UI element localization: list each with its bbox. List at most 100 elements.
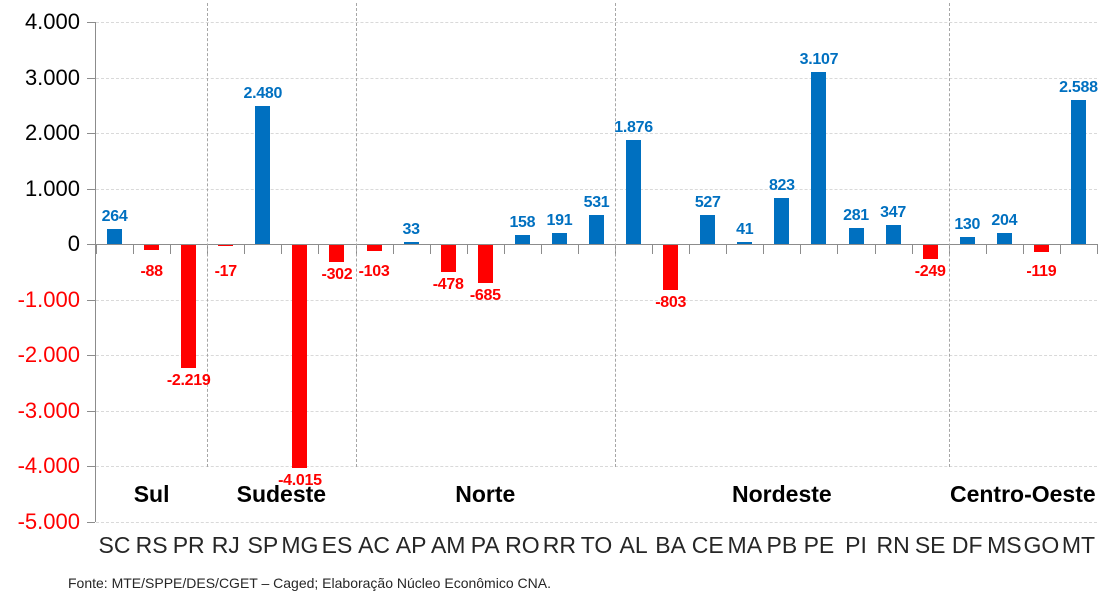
y-axis-tick-label: 3.000 — [24, 64, 80, 90]
region-label-centro-oeste: Centro-Oeste — [949, 481, 1096, 507]
bar-GO — [1033, 245, 1049, 252]
bar-AL — [626, 139, 642, 244]
y-axis-tick — [87, 521, 95, 523]
x-axis-label-SC: SC — [98, 532, 131, 558]
x-axis-tick — [874, 244, 876, 254]
y-axis-tick-label: 2.000 — [24, 120, 80, 145]
bar-value-label-PE: 3.107 — [799, 50, 839, 68]
bar-value-label-RS: -88 — [140, 263, 163, 280]
x-axis-label-BA: BA — [655, 532, 686, 558]
gridline--3000 — [96, 410, 1097, 412]
bar-AP — [403, 242, 419, 244]
source-note: Fonte: MTE/SPPE/DES/CGET – Caged; Elabor… — [68, 575, 551, 591]
bar-value-label-MA: 41 — [736, 220, 754, 238]
y-axis-tick-label: -1.000 — [17, 286, 80, 312]
x-axis-tick — [318, 244, 320, 254]
x-axis-zero-line — [96, 244, 1097, 245]
y-axis-tick-label: -3.000 — [17, 397, 80, 423]
bar-value-label-SC: 264 — [101, 208, 128, 226]
bar-value-label-PA: -685 — [469, 287, 501, 305]
bar-SE — [922, 245, 938, 259]
bar-RS — [144, 245, 160, 250]
region-label-sudeste: Sudeste — [236, 481, 327, 507]
region-separator — [355, 3, 357, 467]
bar-value-label-AL: 1.876 — [614, 118, 653, 136]
x-axis-label-MG: MG — [281, 532, 319, 558]
x-axis-tick — [170, 244, 172, 254]
bar-value-label-PI: 281 — [843, 207, 869, 225]
x-axis-label-GO: GO — [1023, 532, 1060, 558]
bar-RR — [551, 233, 567, 244]
region-label-nordeste: Nordeste — [732, 481, 832, 507]
bar-value-label-AM: -478 — [432, 275, 464, 293]
bar-value-label-RR: 191 — [546, 212, 573, 230]
bar-value-label-RO: 158 — [509, 214, 536, 232]
x-axis-label-RR: RR — [542, 532, 577, 558]
bar-SP — [255, 106, 271, 244]
bar-RO — [514, 235, 530, 244]
bar-PI — [848, 228, 864, 244]
y-axis-tick — [87, 299, 95, 301]
y-axis-tick — [87, 244, 95, 245]
bar-value-label-MG: -4.015 — [278, 471, 322, 489]
y-axis-tick-label: 1.000 — [24, 175, 80, 201]
x-axis-label-PA: PA — [470, 532, 500, 558]
gridline-4000 — [96, 22, 1097, 23]
bar-value-label-BA: -803 — [655, 293, 687, 311]
bar-value-label-AC: -103 — [358, 263, 390, 280]
bar-value-label-SE: -249 — [914, 263, 946, 280]
x-axis-label-SP: SP — [247, 532, 279, 558]
bar-value-label-ES: -302 — [321, 265, 353, 283]
bar-MA — [737, 241, 753, 244]
x-axis-label-AL: AL — [619, 532, 648, 558]
x-axis-label-AP: AP — [395, 532, 427, 558]
bar-value-label-MS: 204 — [991, 211, 1018, 229]
x-axis-label-ES: ES — [321, 532, 353, 558]
bar-value-label-PR: -2.219 — [166, 372, 211, 390]
y-axis-tick-label: -4.000 — [17, 453, 80, 478]
x-axis-tick — [726, 244, 728, 254]
region-separator — [207, 3, 209, 467]
y-axis-tick — [87, 133, 95, 134]
x-axis-label-RJ: RJ — [211, 532, 240, 558]
bar-value-label-TO: 531 — [583, 193, 610, 211]
x-axis-label-PE: PE — [803, 532, 835, 558]
bar-PR — [181, 245, 197, 369]
y-axis-tick — [87, 410, 95, 412]
bar-value-label-CE: 527 — [694, 193, 721, 211]
region-label-sul: Sul — [133, 481, 170, 507]
bar-MS — [996, 232, 1012, 244]
y-axis-tick — [87, 466, 95, 467]
bar-value-label-RJ: -17 — [214, 263, 238, 280]
y-axis-tick — [87, 77, 95, 79]
x-axis-label-AM: AM — [430, 532, 466, 558]
x-axis-tick — [837, 244, 839, 254]
x-axis-label-SE: SE — [914, 532, 946, 558]
gridline--4000 — [96, 466, 1097, 467]
bar-MT — [1070, 100, 1086, 244]
x-axis-label-RS: RS — [135, 532, 168, 558]
x-axis-tick — [96, 244, 97, 254]
x-axis-tick — [281, 244, 283, 254]
x-axis-tick — [429, 244, 431, 254]
bar-MG — [292, 245, 308, 468]
x-axis-label-MT: MT — [1061, 532, 1096, 558]
bar-RJ — [218, 245, 234, 246]
bar-value-label-RN: 347 — [880, 203, 906, 221]
x-axis-label-AC: AC — [358, 532, 391, 558]
y-axis-tick-label: -5.000 — [17, 508, 80, 534]
bar-CE — [700, 214, 716, 244]
region-separator — [615, 3, 617, 467]
x-axis-label-TO: TO — [580, 532, 613, 558]
y-axis-tick — [87, 188, 95, 190]
bar-value-label-SP: 2.480 — [243, 85, 283, 103]
x-axis-tick — [244, 244, 246, 254]
bar-value-label-DF: 130 — [954, 215, 981, 233]
y-axis-tick-label: 4.000 — [24, 9, 80, 34]
bar-TO — [589, 214, 604, 244]
bar-ES — [329, 245, 345, 262]
gridline--2000 — [96, 355, 1097, 356]
bar-RN — [885, 224, 901, 244]
